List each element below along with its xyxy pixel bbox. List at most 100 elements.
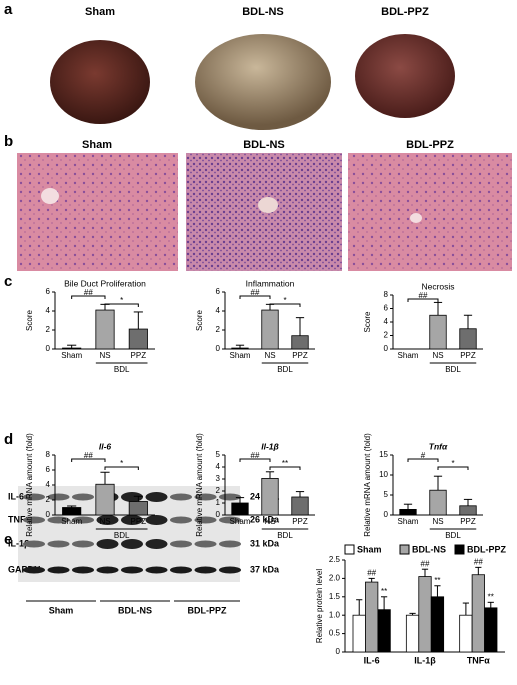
legend-label: Sham <box>357 544 382 554</box>
significance: * <box>120 296 123 305</box>
blot-band <box>72 516 94 524</box>
chart-title: Il-6 <box>99 441 112 451</box>
bar <box>128 328 148 350</box>
blot-band <box>23 540 45 548</box>
significance: * <box>451 459 454 468</box>
y-tick-label: 0 <box>384 344 389 353</box>
significance-bracket <box>239 295 271 299</box>
y-tick-label: 0 <box>384 510 389 519</box>
panel-label: a <box>4 1 13 18</box>
blot-band <box>121 539 143 549</box>
y-axis-label: Score <box>195 310 204 331</box>
blot-band <box>96 566 119 574</box>
blot-band <box>96 515 119 525</box>
bar <box>459 505 477 516</box>
y-tick-label: 6 <box>46 287 51 296</box>
x-tick-label: Sham <box>61 351 82 360</box>
blot-group: Sham <box>49 605 74 615</box>
bar <box>418 576 432 653</box>
x-tick-label: NS <box>432 517 443 526</box>
blot-band <box>145 492 168 502</box>
y-tick-label: 0 <box>46 344 51 353</box>
y-tick-label: 6 <box>384 304 389 313</box>
significance-bracket <box>104 466 139 470</box>
legend-label: BDL-NS <box>412 544 446 554</box>
blot-band <box>47 516 70 524</box>
y-tick-label: 8 <box>46 450 51 459</box>
chart-title: Il-1β <box>261 441 279 451</box>
liver-photo <box>355 34 455 118</box>
panel-label: b <box>4 133 13 150</box>
y-tick-label: 2 <box>216 486 221 495</box>
significance-bracket <box>71 295 106 299</box>
y-tick-label: 0 <box>46 510 51 519</box>
x-tick-label: NS <box>264 517 275 526</box>
significance: ## <box>419 291 428 300</box>
vessel <box>410 213 422 223</box>
bar <box>430 596 445 653</box>
significance: ## <box>367 569 376 578</box>
bar <box>261 477 279 516</box>
bar <box>62 347 82 350</box>
blot-band <box>194 566 217 574</box>
x-tick-label: Sham <box>230 351 251 360</box>
legend-swatch <box>399 544 410 555</box>
bar <box>459 328 477 350</box>
y-tick-label: 5 <box>384 490 389 499</box>
y-tick-label: 0 <box>216 510 221 519</box>
bar <box>95 483 115 516</box>
bar <box>291 335 309 350</box>
vessel <box>41 188 59 204</box>
panel-label: d <box>4 431 13 448</box>
bar <box>352 614 366 653</box>
significance-bracket <box>71 458 106 462</box>
y-tick-label: 1 <box>216 498 221 507</box>
blot-band <box>121 566 143 574</box>
bar <box>231 347 249 350</box>
y-tick-label: 4 <box>216 306 221 315</box>
bar <box>429 489 447 516</box>
y-axis-label: Relative mRNA amount (fold) <box>363 433 372 537</box>
blot-band <box>23 566 45 574</box>
bar <box>399 508 417 516</box>
chart-title: Necrosis <box>421 281 454 291</box>
blot-band <box>194 540 217 548</box>
significance: ## <box>474 557 483 566</box>
y-tick-label: 8 <box>384 290 389 299</box>
bar <box>291 496 309 516</box>
significance: ## <box>251 451 260 460</box>
blot-band <box>194 516 217 524</box>
significance: ## <box>421 559 430 568</box>
blot-band <box>23 493 45 501</box>
y-tick-label: 0 <box>216 344 221 353</box>
y-tick-label: 6 <box>216 287 221 296</box>
blot-band <box>219 516 241 524</box>
x-tick-label: TNFα <box>467 655 490 665</box>
x-tick-label: NS <box>432 351 443 360</box>
blot-band <box>170 566 192 574</box>
significance: ** <box>434 576 440 585</box>
blot-band <box>72 493 94 501</box>
x-tick-label: NS <box>264 351 275 360</box>
x-tick-label: PPZ <box>460 517 476 526</box>
blot-size: 31 kDa <box>250 538 280 548</box>
panel-label: c <box>4 273 12 290</box>
y-tick-label: 4 <box>216 462 221 471</box>
bar <box>62 507 82 516</box>
significance: ## <box>84 288 93 297</box>
blot-band <box>96 539 119 549</box>
y-axis-label: Score <box>363 311 372 332</box>
y-axis-label: Relative mRNA amount (fold) <box>195 433 204 537</box>
blot-band <box>72 540 94 548</box>
blot-group: BDL-NS <box>118 605 152 615</box>
photo-title: Sham <box>85 6 115 18</box>
blot-band <box>194 493 217 501</box>
y-tick-label: 2 <box>384 331 389 340</box>
y-tick-label: 1.5 <box>329 592 341 601</box>
blot-band <box>219 540 241 548</box>
x-tick-label: IL-1β <box>414 655 436 665</box>
significance: * <box>283 296 286 305</box>
blot-band <box>47 493 70 501</box>
blot-band <box>145 539 168 549</box>
x-tick-label: Sham <box>230 517 251 526</box>
